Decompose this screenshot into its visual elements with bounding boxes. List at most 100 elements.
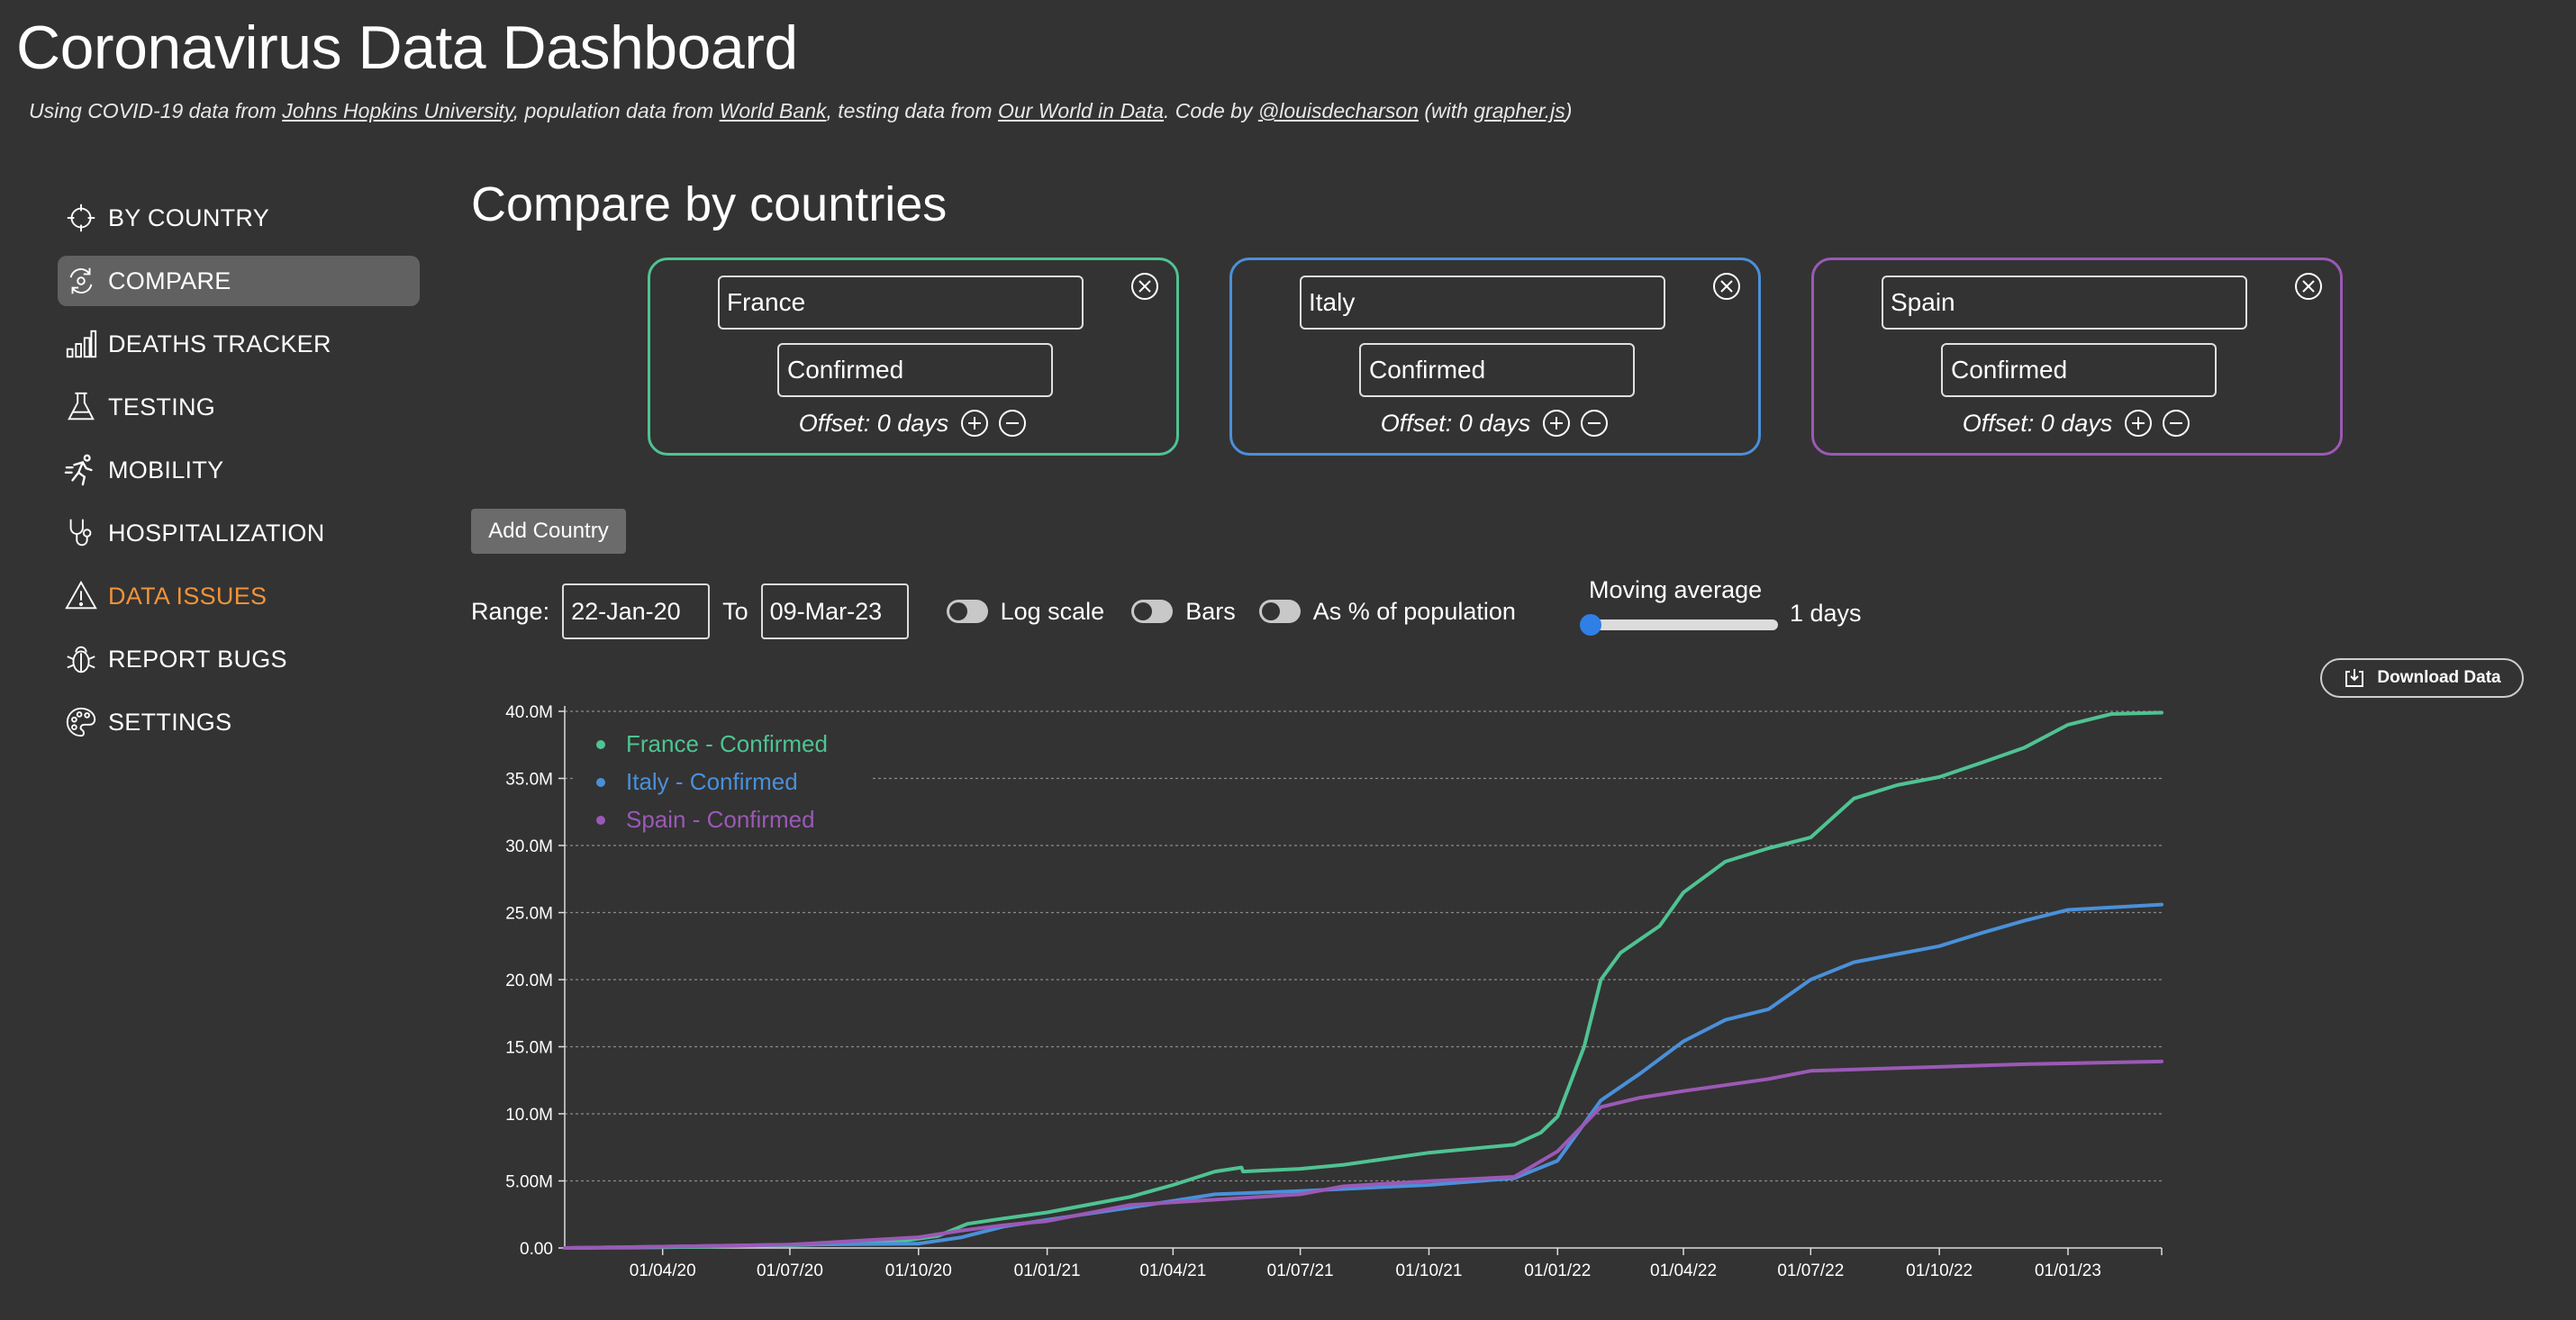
bar-chart-icon bbox=[63, 326, 99, 362]
sidebar-item-by-country[interactable]: BY COUNTRY bbox=[58, 193, 420, 243]
download-icon bbox=[2345, 669, 2364, 687]
offset-label: Offset: 0 days bbox=[1380, 409, 1531, 437]
sidebar-item-label: SETTINGS bbox=[108, 708, 232, 736]
log-scale-toggle[interactable] bbox=[946, 600, 988, 623]
series-line bbox=[563, 710, 2163, 1250]
bars-label: Bars bbox=[1185, 597, 1236, 625]
x-tick-label: 01/04/21 bbox=[1139, 1261, 1206, 1280]
sidebar-item-settings[interactable]: SETTINGS bbox=[58, 697, 420, 747]
x-tick-label: 01/01/21 bbox=[1014, 1261, 1081, 1280]
legend-label: France - Confirmed bbox=[626, 730, 828, 757]
owid-link[interactable]: Our World in Data bbox=[997, 99, 1165, 122]
moving-average-slider-thumb[interactable] bbox=[1580, 614, 1601, 636]
x-tick-label: 01/01/23 bbox=[2035, 1261, 2101, 1280]
warning-icon bbox=[63, 578, 99, 614]
x-tick-label: 01/04/22 bbox=[1650, 1261, 1717, 1280]
metric-select[interactable]: Confirmed bbox=[777, 343, 1053, 397]
download-data-button[interactable]: Download Data bbox=[2320, 658, 2524, 698]
sidebar-item-testing[interactable]: TESTING bbox=[58, 382, 420, 432]
world-bank-link[interactable]: World Bank bbox=[719, 99, 827, 122]
country-input[interactable] bbox=[1882, 276, 2247, 330]
metric-select[interactable]: Confirmed bbox=[1941, 343, 2217, 397]
download-label: Download Data bbox=[2377, 668, 2501, 687]
legend-background bbox=[576, 717, 873, 834]
x-tick-label: 01/07/20 bbox=[757, 1261, 823, 1280]
sidebar-item-hospitalization[interactable]: HOSPITALIZATION bbox=[58, 508, 420, 558]
sidebar-item-label: DEATHS TRACKER bbox=[108, 330, 331, 357]
moving-average-slider[interactable] bbox=[1585, 619, 1778, 630]
compare-icon bbox=[63, 263, 99, 299]
plus-circle-icon[interactable] bbox=[1541, 408, 1572, 438]
stethoscope-icon bbox=[63, 515, 99, 551]
range-to-label: To bbox=[722, 597, 748, 625]
range-to-input[interactable] bbox=[760, 583, 909, 639]
country-input[interactable] bbox=[1300, 276, 1665, 330]
bars-toggle[interactable] bbox=[1131, 600, 1174, 623]
x-tick-label: 01/07/21 bbox=[1267, 1261, 1334, 1280]
metric-select[interactable]: Confirmed bbox=[1359, 343, 1635, 397]
close-icon[interactable] bbox=[2293, 271, 2324, 302]
sidebar-item-deaths-tracker[interactable]: DEATHS TRACKER bbox=[58, 319, 420, 369]
sidebar-item-label: MOBILITY bbox=[108, 456, 224, 484]
series-line bbox=[563, 902, 2163, 1250]
range-from-input[interactable] bbox=[562, 583, 711, 639]
y-tick-label: 5.00M bbox=[505, 1173, 553, 1192]
bug-icon bbox=[63, 641, 99, 677]
x-tick-label: 01/07/22 bbox=[1777, 1261, 1844, 1280]
percent-population-label: As % of population bbox=[1312, 597, 1516, 625]
sidebar-item-report-bugs[interactable]: REPORT BUGS bbox=[58, 634, 420, 684]
log-scale-label: Log scale bbox=[1000, 597, 1105, 625]
sidebar-item-compare[interactable]: COMPARE bbox=[58, 256, 420, 306]
plus-circle-icon[interactable] bbox=[2123, 408, 2154, 438]
range-label: Range: bbox=[471, 597, 550, 625]
crosshair-icon bbox=[63, 200, 99, 236]
moving-average-value: 1 days bbox=[1790, 600, 1862, 627]
sidebar-item-data-issues[interactable]: DATA ISSUES bbox=[58, 571, 420, 621]
legend-marker bbox=[596, 740, 605, 749]
y-tick-label: 40.0M bbox=[505, 703, 553, 722]
sidebar-item-mobility[interactable]: MOBILITY bbox=[58, 445, 420, 495]
offset-row: Offset: 0 days bbox=[1814, 408, 2340, 438]
minus-circle-icon[interactable] bbox=[1579, 408, 1610, 438]
sidebar-nav: BY COUNTRY COMPARE DEATHS TRACKER TESTIN… bbox=[58, 193, 420, 760]
offset-label: Offset: 0 days bbox=[1962, 409, 2113, 437]
app-title: Coronavirus Data Dashboard bbox=[16, 14, 798, 82]
legend-marker bbox=[596, 816, 605, 825]
plus-circle-icon[interactable] bbox=[959, 408, 990, 438]
country-card-france: Confirmed Offset: 0 days bbox=[648, 258, 1179, 456]
flask-icon bbox=[63, 389, 99, 425]
x-tick-label: 01/01/22 bbox=[1524, 1261, 1591, 1280]
offset-label: Offset: 0 days bbox=[798, 409, 949, 437]
chart-controls: Range: To Log scale Bars As % of populat… bbox=[471, 583, 1516, 639]
series-line bbox=[563, 1059, 2163, 1250]
minus-circle-icon[interactable] bbox=[997, 408, 1028, 438]
country-card-spain: Confirmed Offset: 0 days bbox=[1811, 258, 2343, 456]
moving-average-label: Moving average bbox=[1589, 576, 1763, 603]
close-icon[interactable] bbox=[1129, 271, 1160, 302]
percent-population-toggle[interactable] bbox=[1258, 600, 1301, 623]
x-tick-label: 01/04/20 bbox=[630, 1261, 696, 1280]
y-tick-label: 35.0M bbox=[505, 771, 553, 790]
legend-label: Italy - Confirmed bbox=[626, 768, 798, 795]
grapher-link[interactable]: grapher.js bbox=[1474, 99, 1565, 122]
legend-label: Spain - Confirmed bbox=[626, 806, 815, 833]
y-tick-label: 30.0M bbox=[505, 837, 553, 856]
x-tick-label: 01/10/22 bbox=[1906, 1261, 1973, 1280]
page-title: Compare by countries bbox=[471, 177, 948, 231]
close-icon[interactable] bbox=[1711, 271, 1742, 302]
add-country-button[interactable]: Add Country bbox=[471, 509, 626, 554]
y-tick-label: 20.0M bbox=[505, 972, 553, 990]
offset-row: Offset: 0 days bbox=[1232, 408, 1758, 438]
running-icon bbox=[63, 452, 99, 488]
x-tick-label: 01/10/20 bbox=[885, 1261, 952, 1280]
y-tick-label: 0.00 bbox=[520, 1240, 553, 1259]
sidebar-item-label: BY COUNTRY bbox=[108, 203, 270, 231]
minus-circle-icon[interactable] bbox=[2161, 408, 2191, 438]
jhu-link[interactable]: Johns Hopkins University bbox=[282, 99, 513, 122]
country-input[interactable] bbox=[718, 276, 1084, 330]
palette-icon bbox=[63, 704, 99, 740]
y-tick-label: 25.0M bbox=[505, 905, 553, 924]
author-link[interactable]: @louisdecharson bbox=[1257, 99, 1419, 122]
x-tick-label: 01/10/21 bbox=[1395, 1261, 1462, 1280]
legend-marker bbox=[596, 778, 605, 787]
